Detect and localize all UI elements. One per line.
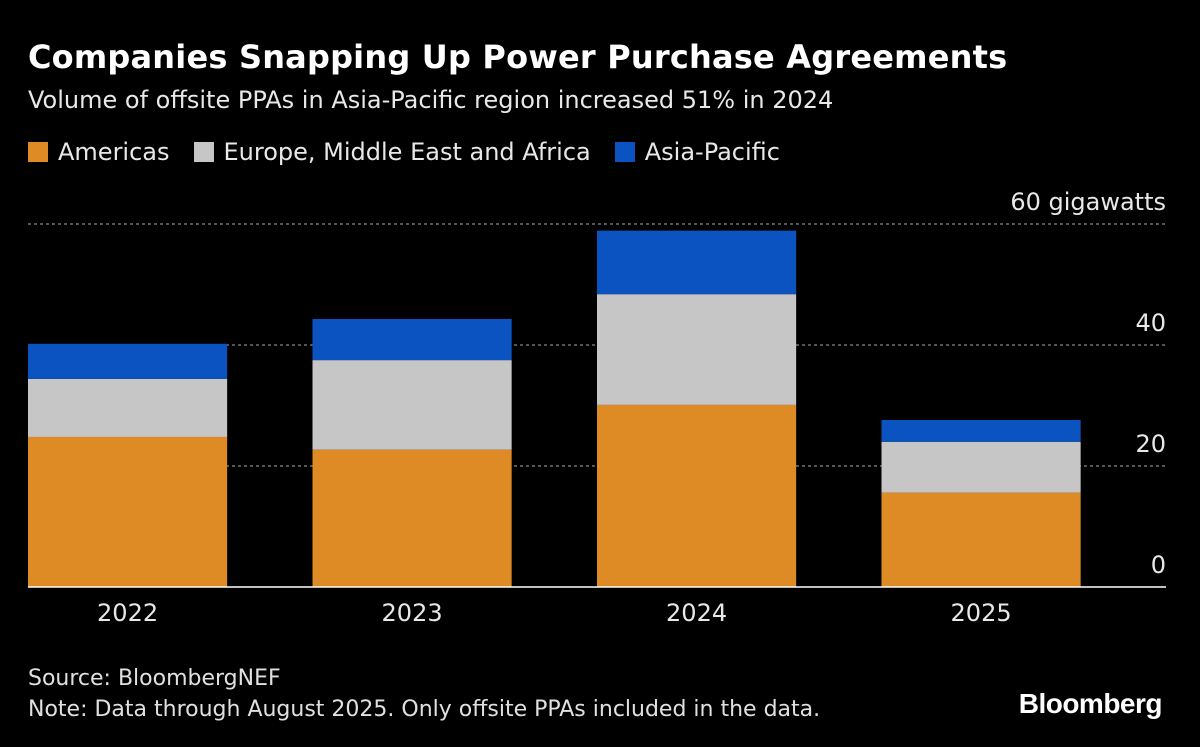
x-tick-label-2023: 2023 bbox=[382, 599, 443, 627]
legend: Americas Europe, Middle East and Africa … bbox=[28, 138, 804, 166]
bar-2023-asia-pacific bbox=[312, 318, 512, 361]
label-layer: 0 20 40 60 gigawatts 2022 2023 2024 2025 bbox=[97, 188, 1166, 627]
legend-item-americas: Americas bbox=[28, 138, 170, 166]
legend-label-americas: Americas bbox=[58, 138, 170, 166]
bar-2024-asia-pacific bbox=[597, 230, 797, 295]
x-tick-label-2025: 2025 bbox=[951, 599, 1012, 627]
bar-2024-europe-middle-east-and-africa bbox=[597, 294, 797, 405]
bar-2023-americas bbox=[312, 449, 512, 587]
y-tick-label-0: 0 bbox=[1151, 551, 1166, 579]
y-tick-label-20: 20 bbox=[1135, 430, 1166, 458]
legend-swatch-emea bbox=[193, 142, 214, 162]
legend-item-emea: Europe, Middle East and Africa bbox=[193, 138, 591, 166]
y-tick-label-40: 40 bbox=[1135, 309, 1166, 337]
note-text: Note: Data through August 2025. Only off… bbox=[28, 697, 821, 722]
bar-2025-europe-middle-east-and-africa bbox=[881, 441, 1081, 493]
legend-swatch-asia-pacific bbox=[614, 142, 635, 162]
source-text: Source: BloombergNEF bbox=[28, 666, 281, 691]
legend-label-asia-pacific: Asia-Pacific bbox=[644, 138, 780, 166]
x-tick-label-2024: 2024 bbox=[666, 599, 727, 627]
legend-swatch-americas bbox=[28, 142, 48, 162]
x-tick-label-2022: 2022 bbox=[97, 599, 158, 627]
bar-2024-americas bbox=[597, 404, 797, 587]
bar-2022-americas bbox=[28, 436, 228, 587]
legend-item-asia-pacific: Asia-Pacific bbox=[614, 138, 780, 166]
bar-2022-europe-middle-east-and-africa bbox=[28, 378, 228, 437]
bar-2023-europe-middle-east-and-africa bbox=[312, 360, 512, 450]
bar-2022-asia-pacific bbox=[28, 343, 228, 379]
chart-subtitle: Volume of offsite PPAs in Asia-Pacific r… bbox=[28, 86, 834, 114]
bar-2025-americas bbox=[881, 492, 1081, 587]
y-tick-label-60: 60 gigawatts bbox=[1010, 188, 1166, 216]
legend-label-emea: Europe, Middle East and Africa bbox=[223, 138, 591, 166]
chart-title: Companies Snapping Up Power Purchase Agr… bbox=[28, 38, 1008, 76]
bloomberg-logo: Bloomberg bbox=[1018, 688, 1163, 719]
bar-2025-asia-pacific bbox=[881, 420, 1081, 442]
bar-layer bbox=[28, 230, 1081, 587]
